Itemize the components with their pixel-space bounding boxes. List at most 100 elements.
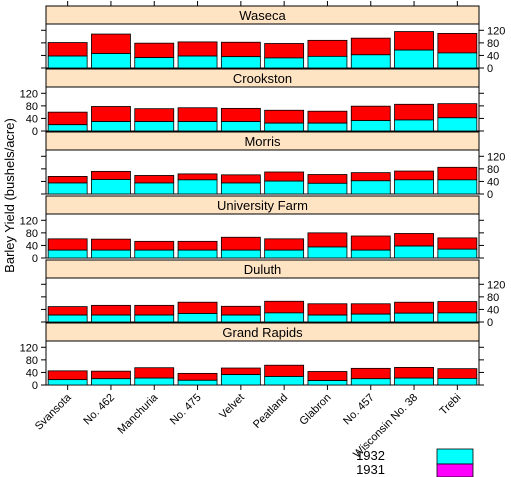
bar-1931 (91, 106, 131, 122)
legend-swatch-1931 (436, 463, 474, 477)
y-tick-label: 80 (26, 228, 38, 240)
bar-1931 (307, 371, 348, 382)
bar-1932 (307, 314, 348, 323)
y-tick-label: 40 (26, 367, 38, 379)
legend-label-1932: 1932 (356, 448, 385, 463)
bar-1932 (177, 379, 218, 386)
bar-1932 (134, 182, 175, 195)
x-tick-label: Velvet (217, 392, 247, 422)
bar-1931 (394, 233, 434, 247)
bar-1931 (177, 41, 218, 57)
x-tick-label: Glabron (297, 392, 333, 428)
bar-1931 (307, 39, 348, 57)
bar-1932 (307, 55, 348, 69)
bar-1931 (437, 33, 478, 54)
y-tick-label: 40 (487, 50, 499, 62)
panel-frame (45, 23, 480, 69)
bar-1931 (307, 110, 348, 124)
bar-1932 (220, 56, 261, 69)
bar-1931 (264, 171, 305, 182)
bar-1932 (91, 378, 131, 386)
bar-1931 (220, 305, 261, 316)
bar-1932 (350, 120, 391, 132)
panel-frame (45, 213, 480, 259)
bar-1931 (350, 303, 391, 315)
y-tick-label: 120 (487, 279, 505, 291)
bar-1932 (350, 54, 391, 69)
bar-1932 (134, 314, 175, 323)
panel-frame (45, 86, 480, 132)
bar-1932 (220, 374, 261, 386)
y-tick-label: 80 (487, 38, 499, 50)
y-tick-label: 0 (487, 63, 493, 75)
y-tick-label: 0 (32, 253, 38, 265)
bar-1931 (307, 232, 348, 248)
panel-title: Crookston (233, 71, 292, 86)
bar-1931 (350, 105, 391, 122)
bar-1932 (177, 249, 218, 259)
bar-1931 (177, 372, 218, 381)
bar-1931 (47, 370, 88, 381)
y-tick-label: 40 (487, 304, 499, 316)
bar-1931 (47, 238, 88, 251)
bar-1932 (350, 249, 391, 259)
bar-1932 (437, 377, 478, 386)
y-tick-label: 80 (487, 292, 499, 304)
bar-1931 (437, 368, 478, 379)
bar-1932 (394, 245, 434, 259)
bar-1931 (47, 111, 88, 126)
bar-1932 (177, 179, 218, 195)
bar-1932 (47, 249, 88, 259)
bar-1932 (350, 180, 391, 195)
bar-1931 (91, 170, 131, 180)
bar-1931 (47, 306, 88, 316)
y-tick-label: 0 (32, 380, 38, 392)
bar-1931 (307, 174, 348, 184)
bar-1931 (177, 240, 218, 251)
bar-1932 (394, 312, 434, 323)
bar-1931 (220, 174, 261, 184)
bar-1932 (437, 248, 478, 259)
bar-1932 (264, 312, 305, 323)
y-axis-label: Barley Yield (bushels/acre) (2, 118, 17, 273)
bar-1932 (47, 55, 88, 69)
panel-frame (45, 340, 480, 386)
bar-1931 (394, 301, 434, 314)
panel-title: Duluth (244, 262, 282, 277)
bar-1932 (264, 180, 305, 195)
bar-1932 (91, 249, 131, 259)
bar-1932 (91, 314, 131, 323)
bar-1932 (177, 313, 218, 323)
bar-1931 (177, 301, 218, 314)
y-tick-label: 80 (26, 101, 38, 113)
bar-1931 (134, 175, 175, 184)
y-tick-label: 120 (487, 151, 505, 163)
panel-frame (45, 149, 480, 195)
panel-frame (45, 277, 480, 323)
bar-1932 (437, 52, 478, 69)
y-tick-label: 120 (20, 342, 38, 354)
y-tick-label: 0 (32, 126, 38, 138)
bar-1932 (437, 179, 478, 195)
bar-1931 (264, 238, 305, 251)
bar-1931 (91, 33, 131, 54)
y-tick-label: 120 (20, 215, 38, 227)
bar-1931 (134, 304, 175, 316)
y-tick-label: 120 (487, 25, 505, 37)
bar-1931 (47, 42, 88, 57)
bar-1932 (134, 57, 175, 69)
bar-1932 (437, 312, 478, 323)
bar-1932 (264, 249, 305, 259)
bar-1931 (437, 103, 478, 119)
bar-1931 (394, 366, 434, 379)
bar-1932 (134, 377, 175, 386)
bar-1931 (350, 367, 391, 380)
bar-1932 (91, 179, 131, 195)
bar-1932 (350, 378, 391, 386)
bar-1931 (394, 103, 434, 121)
bar-1932 (220, 249, 261, 259)
legend-label-1931: 1931 (356, 462, 385, 477)
bar-1931 (394, 170, 434, 181)
bar-1931 (91, 238, 131, 251)
bar-1932 (220, 182, 261, 195)
